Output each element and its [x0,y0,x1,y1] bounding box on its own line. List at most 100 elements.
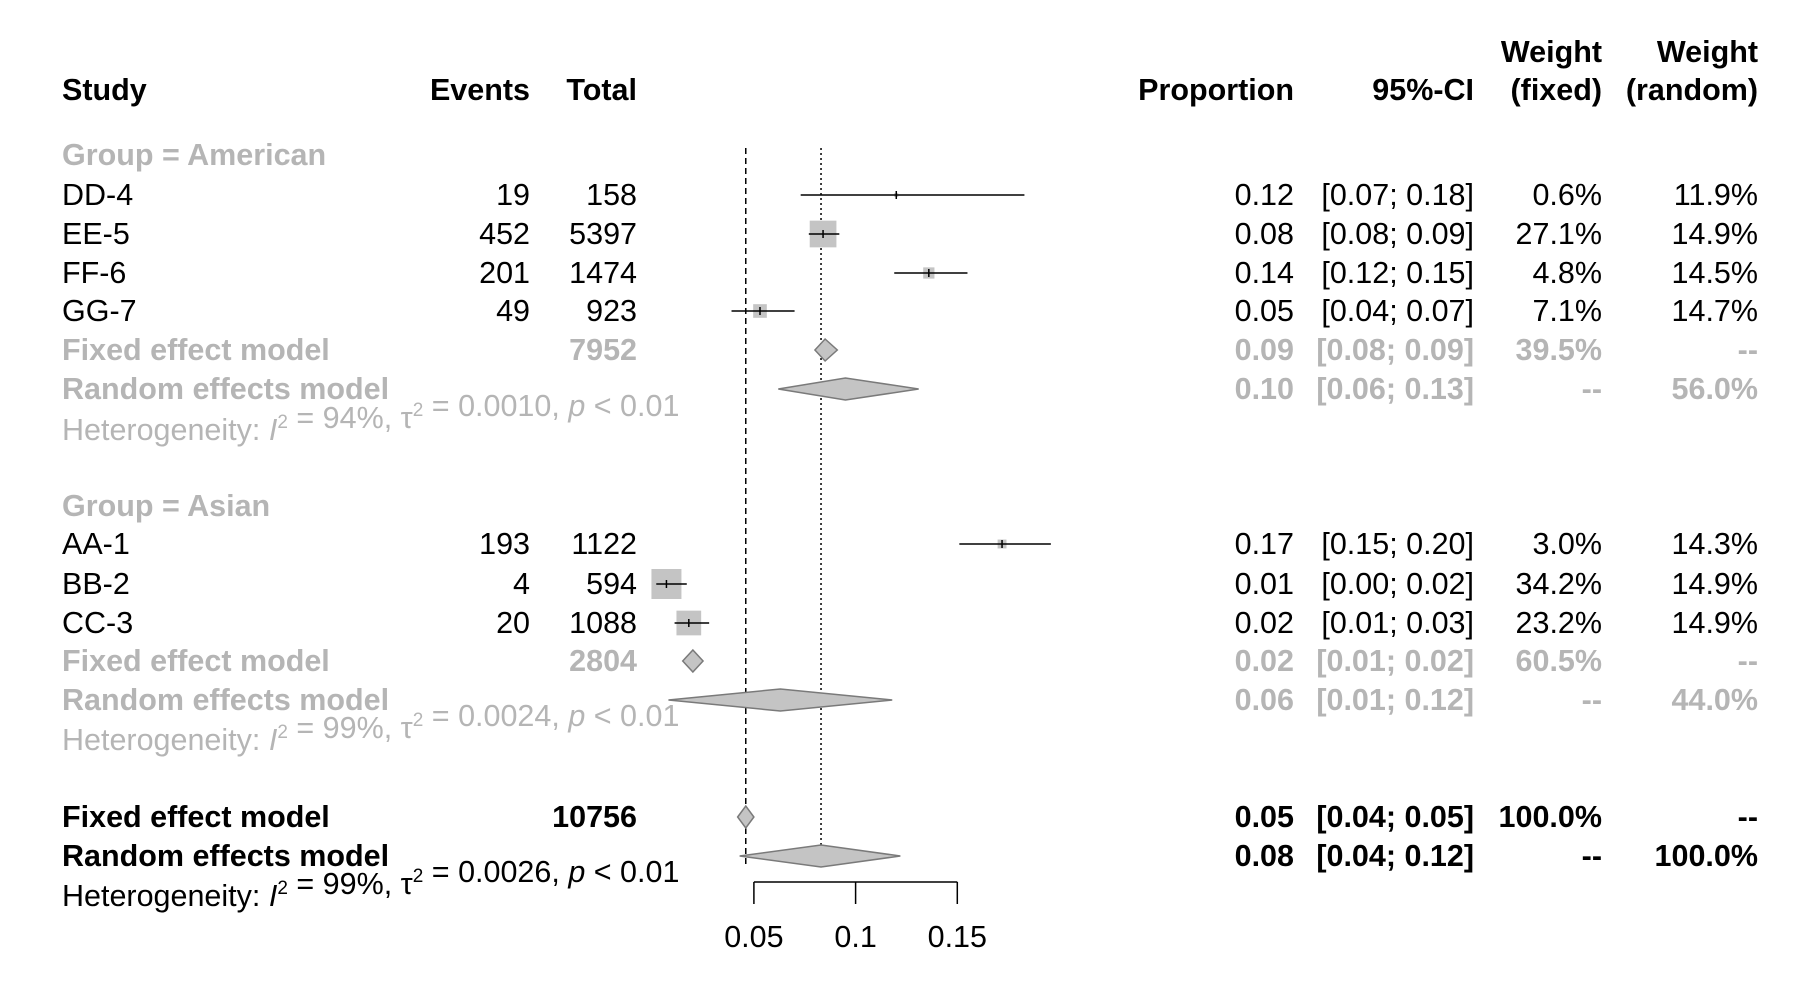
superscript: 2 [413,866,424,887]
heterogeneity-text: Heterogeneity: I2 = 99%, τ2 = 0.0026, p … [62,855,679,913]
fixed-model-proportion: 0.09 [1235,333,1294,367]
study-total: 594 [586,567,637,601]
study-total: 1474 [569,256,637,290]
heterogeneity-part: τ [401,711,413,745]
study-ci: [0.08; 0.09] [1321,217,1474,251]
heterogeneity-part: < 0.01 [585,855,679,889]
heterogeneity-part: = 99%, [288,711,401,745]
heterogeneity-part: = 0.0024, [423,699,568,733]
fixed-model-weight-fixed: 39.5% [1516,333,1602,367]
heterogeneity-text: Heterogeneity: I2 = 94%, τ2 = 0.0010, p … [62,389,679,447]
heterogeneity-part: p [567,855,585,889]
fixed-model-total: 2804 [569,644,637,678]
heterogeneity-part: = 94%, [288,401,401,435]
random-model-diamond [668,688,893,712]
study-proportion: 0.08 [1235,217,1294,251]
study-events: 452 [479,217,530,251]
random-model-label: Random effects model [62,372,389,406]
random-model-weight-random: 44.0% [1672,683,1758,717]
fixed-model-label: Fixed effect model [62,800,330,834]
heterogeneity-part: τ [401,401,413,435]
fixed-model-proportion: 0.02 [1235,644,1294,678]
study-name: GG-7 [62,294,137,328]
study-weight-random: 14.9% [1672,606,1758,640]
study-weight-fixed: 27.1% [1516,217,1602,251]
superscript: 2 [277,412,288,433]
header-ci: 95%-CI [1372,73,1474,107]
fixed-model-total: 7952 [569,333,637,367]
random-model-ci: [0.06; 0.13] [1316,372,1474,406]
study-proportion: 0.14 [1235,256,1294,290]
group-label: Group = American [62,138,326,172]
study-proportion: 0.02 [1235,606,1294,640]
heterogeneity-part: I [269,413,278,447]
heterogeneity-part: < 0.01 [585,699,679,733]
random-model-proportion: 0.10 [1235,372,1294,406]
study-name: AA-1 [62,527,130,561]
heterogeneity-part: p [567,389,585,423]
study-weight-random: 14.5% [1672,256,1758,290]
heterogeneity-part: I [269,879,278,913]
study-events: 201 [479,256,530,290]
study-proportion: 0.17 [1235,527,1294,561]
study-weight-fixed: 7.1% [1532,294,1602,328]
fixed-model-weight-fixed: 100.0% [1499,800,1602,834]
study-weight-random: 11.9% [1674,178,1758,212]
random-model-ci: [0.01; 0.12] [1316,683,1474,717]
study-weight-fixed: 23.2% [1516,606,1602,640]
study-total: 1088 [569,606,637,640]
study-name: CC-3 [62,606,133,640]
study-events: 19 [496,178,530,212]
x-tick-label: 0.05 [724,920,783,954]
study-total: 158 [586,178,637,212]
study-ci: [0.04; 0.07] [1321,294,1474,328]
fixed-model-weight-fixed: 60.5% [1516,644,1602,678]
header-weight-random: Weight [1657,35,1758,69]
superscript: 2 [413,400,424,421]
study-weight-random: 14.3% [1672,527,1758,561]
heterogeneity-part: = 0.0010, [423,389,568,423]
fixed-model-weight-random: -- [1738,800,1758,834]
study-weight-fixed: 3.0% [1532,527,1602,561]
random-model-weight-random: 56.0% [1672,372,1758,406]
fixed-model-ci: [0.04; 0.05] [1316,800,1474,834]
study-ci: [0.07; 0.18] [1321,178,1474,212]
header-study: Study [62,73,147,107]
fixed-model-ci: [0.08; 0.09] [1316,333,1474,367]
header-total: Total [566,73,637,107]
fixed-model-proportion: 0.05 [1235,800,1294,834]
study-ci: [0.12; 0.15] [1321,256,1474,290]
x-tick-label: 0.1 [834,920,876,954]
heterogeneity-part: I [269,723,278,757]
header-events: Events [430,73,530,107]
study-name: FF-6 [62,256,126,290]
heterogeneity-part: τ [401,867,413,901]
fixed-model-diamond [736,804,755,830]
random-model-weight-fixed: -- [1582,839,1602,873]
superscript: 2 [413,710,424,731]
study-name: EE-5 [62,217,130,251]
fixed-model-weight-random: -- [1738,644,1758,678]
group-label: Group = Asian [62,489,270,523]
random-model-proportion: 0.08 [1235,839,1294,873]
study-weight-random: 14.7% [1672,294,1758,328]
header-proportion: Proportion [1138,73,1294,107]
study-ci: [0.15; 0.20] [1321,527,1474,561]
header-weight-fixed: Weight [1501,35,1602,69]
study-ci: [0.00; 0.02] [1321,567,1474,601]
study-total: 1122 [571,527,637,561]
heterogeneity-part: Heterogeneity: [62,413,269,447]
study-proportion: 0.01 [1235,567,1294,601]
superscript: 2 [277,722,288,743]
fixed-model-diamond [813,337,839,363]
study-total: 5397 [569,217,637,251]
random-model-weight-random: 100.0% [1655,839,1758,873]
random-model-weight-fixed: -- [1582,683,1602,717]
study-events: 193 [479,527,530,561]
fixed-model-label: Fixed effect model [62,644,330,678]
study-weight-random: 14.9% [1672,217,1758,251]
heterogeneity-part: = 99%, [288,867,401,901]
fixed-model-ci: [0.01; 0.02] [1316,644,1474,678]
random-model-ci: [0.04; 0.12] [1316,839,1474,873]
